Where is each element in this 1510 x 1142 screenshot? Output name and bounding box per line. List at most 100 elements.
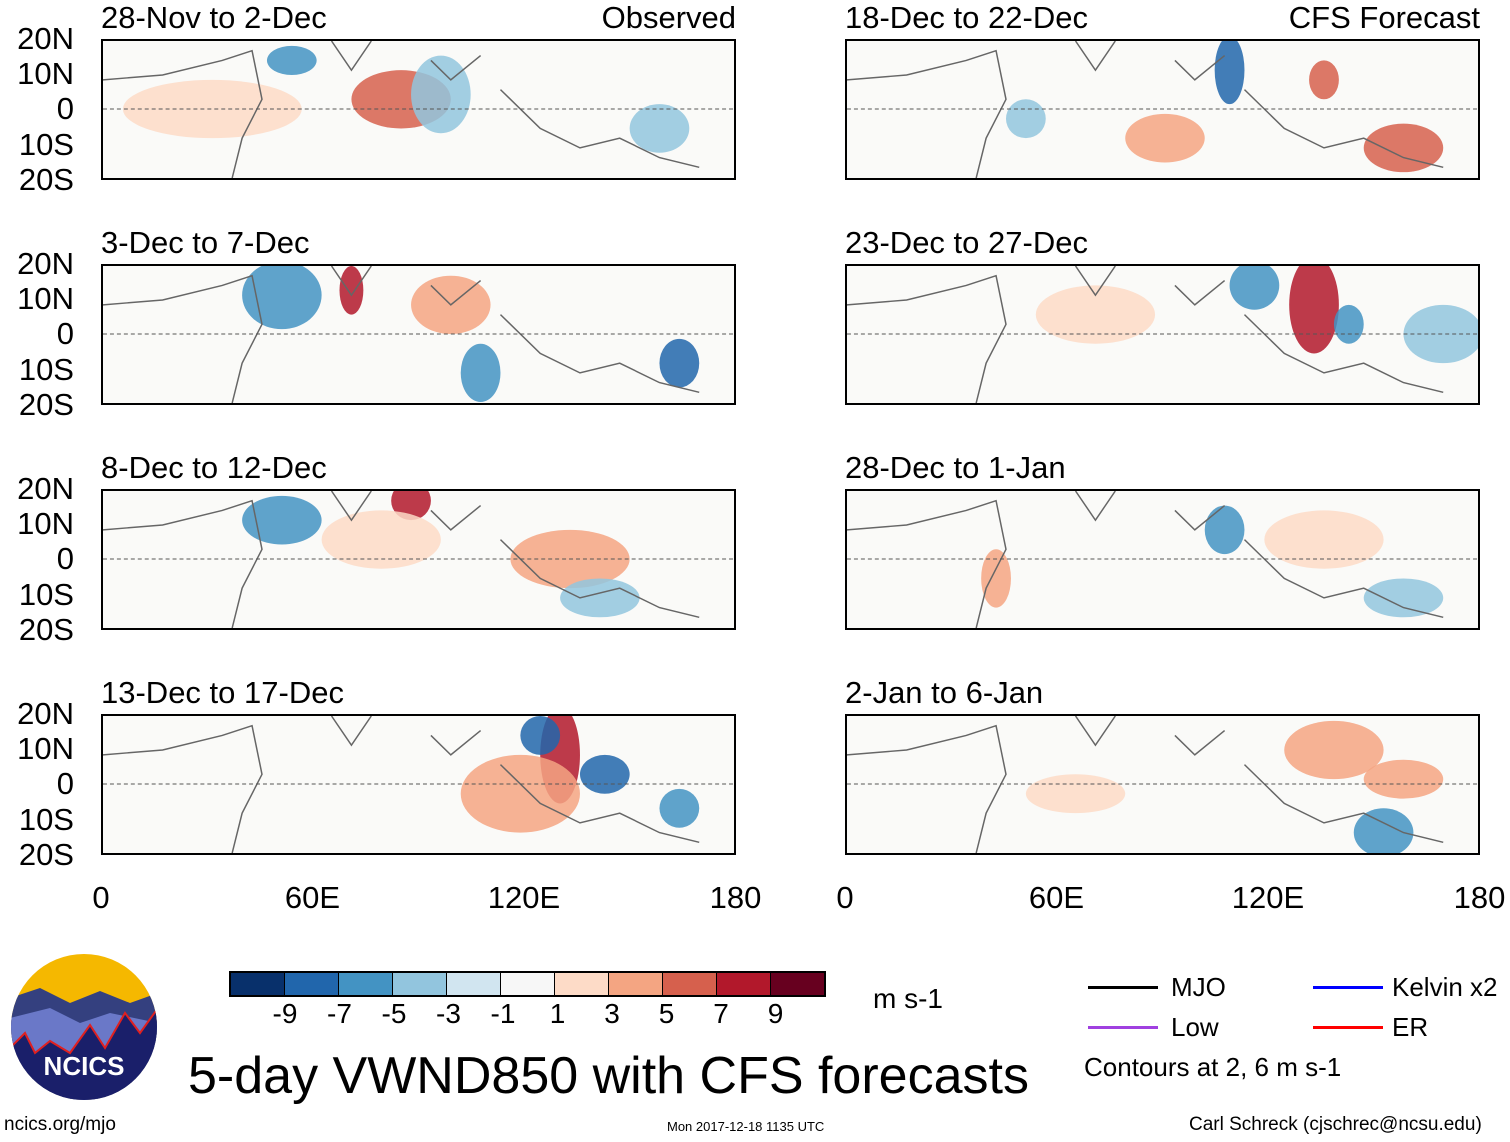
lat-label: 20N bbox=[17, 246, 74, 281]
anomaly-blob bbox=[1284, 720, 1384, 780]
lon-label: 120E bbox=[487, 880, 561, 915]
legend-line-low bbox=[1088, 1026, 1158, 1029]
anomaly-blob bbox=[1005, 99, 1046, 139]
anomaly-blob bbox=[266, 45, 317, 76]
anomaly-blob bbox=[1363, 759, 1444, 799]
map-panel bbox=[845, 39, 1480, 180]
colorbar-swatch bbox=[663, 973, 717, 995]
footer-url[interactable]: ncics.org/mjo bbox=[4, 1114, 116, 1135]
legend-line-er bbox=[1313, 1026, 1383, 1029]
lat-label: 0 bbox=[56, 766, 74, 802]
lat-label: 10S bbox=[18, 801, 74, 837]
lon-label: 180 bbox=[1453, 880, 1506, 915]
anomaly-blob bbox=[981, 549, 1011, 608]
panel-title: 28-Dec to 1-Jan bbox=[845, 450, 1066, 485]
colorbar-swatch bbox=[555, 973, 609, 995]
coastline bbox=[103, 716, 700, 853]
lat-label: 10N bbox=[17, 281, 74, 317]
colorbar-label: -3 bbox=[436, 998, 461, 1029]
panel-title: 13-Dec to 17-Dec bbox=[101, 675, 344, 710]
colorbar-label: 5 bbox=[658, 998, 675, 1029]
lat-label: 10N bbox=[17, 506, 74, 542]
lon-label: 0 bbox=[836, 880, 854, 915]
lat-label: 20N bbox=[17, 21, 74, 56]
anomaly-blob bbox=[339, 266, 364, 315]
colorbar-swatch bbox=[393, 973, 447, 995]
lon-label: 180 bbox=[709, 880, 762, 915]
ncics-logo: NCICS bbox=[10, 953, 158, 1101]
colorbar-label: -9 bbox=[272, 998, 298, 1029]
legend-line-kelvin bbox=[1313, 986, 1383, 989]
lat-label: 20S bbox=[18, 611, 74, 647]
panel-title: 8-Dec to 12-Dec bbox=[101, 450, 327, 485]
legend-label-mjo: MJO bbox=[1171, 972, 1226, 1002]
anomaly-blob bbox=[520, 716, 561, 755]
legend-label-er: ER bbox=[1392, 1012, 1429, 1042]
anomaly-blob bbox=[460, 343, 501, 403]
colorbar-swatch bbox=[771, 973, 824, 995]
map-panel bbox=[845, 489, 1480, 630]
anomaly-blob bbox=[1229, 266, 1280, 310]
colorbar-swatch bbox=[231, 973, 285, 995]
colorbar-label: -7 bbox=[327, 998, 352, 1029]
lat-label: 10N bbox=[17, 731, 74, 767]
lat-label: 10S bbox=[18, 351, 74, 387]
anomaly-blob bbox=[1035, 285, 1156, 344]
anomaly-blob bbox=[242, 495, 322, 545]
anomaly-blob bbox=[1363, 123, 1444, 173]
map-panel bbox=[101, 264, 736, 405]
anomaly-blob bbox=[1363, 578, 1444, 618]
lat-label: 20S bbox=[18, 836, 74, 872]
coastline bbox=[103, 491, 700, 628]
panel-tag: CFS Forecast bbox=[1288, 0, 1480, 35]
coastline bbox=[847, 41, 1444, 178]
colorbar-label: -1 bbox=[490, 998, 516, 1029]
colorbar-label: 1 bbox=[549, 998, 566, 1029]
map-panel bbox=[845, 714, 1480, 855]
coastline bbox=[103, 41, 700, 178]
lat-label: 20S bbox=[18, 161, 74, 197]
anomaly-blob bbox=[659, 338, 700, 388]
map-panel bbox=[845, 264, 1480, 405]
anomaly-blob bbox=[1333, 304, 1364, 344]
lat-label: 10S bbox=[18, 126, 74, 162]
lon-label: 60E bbox=[284, 880, 341, 915]
anomaly-blob bbox=[579, 754, 630, 794]
lon-label: 120E bbox=[1231, 880, 1305, 915]
anomaly-blob bbox=[629, 104, 690, 153]
lat-label: 10S bbox=[18, 576, 74, 612]
colorbar-swatch bbox=[339, 973, 393, 995]
colorbar-label: 3 bbox=[604, 998, 620, 1029]
logo-text: NCICS bbox=[44, 1051, 125, 1081]
anomaly-blob bbox=[1125, 113, 1205, 163]
colorbar-label: 7 bbox=[713, 998, 729, 1029]
legend-line-mjo bbox=[1088, 986, 1158, 989]
colorbar-swatch bbox=[609, 973, 663, 995]
anomaly-blob bbox=[1204, 505, 1245, 555]
anomaly-blob bbox=[122, 79, 302, 139]
coastline bbox=[847, 491, 1444, 628]
panel-title: 28-Nov to 2-Dec bbox=[101, 0, 327, 35]
colorbar bbox=[229, 971, 826, 997]
panel-title: 23-Dec to 27-Dec bbox=[845, 225, 1088, 260]
lat-label: 20S bbox=[18, 386, 74, 422]
colorbar-units: m s-1 bbox=[873, 983, 943, 1014]
panel-tag: Observed bbox=[601, 0, 736, 35]
coastline bbox=[103, 266, 700, 403]
coastline bbox=[847, 266, 1444, 403]
anomaly-blob bbox=[321, 510, 441, 569]
anomaly-blob bbox=[460, 754, 580, 833]
colorbar-label: 9 bbox=[767, 998, 784, 1029]
lat-label: 10N bbox=[17, 56, 74, 92]
map-panel bbox=[101, 39, 736, 180]
colorbar-swatch bbox=[447, 973, 501, 995]
anomaly-blob bbox=[1309, 60, 1339, 100]
colorbar-swatch bbox=[501, 973, 555, 995]
lon-label: 0 bbox=[92, 880, 110, 915]
lat-label: 0 bbox=[56, 541, 74, 577]
anomaly-blob bbox=[1353, 808, 1414, 853]
figure-title: 5-day VWND850 with CFS forecasts bbox=[188, 1047, 1029, 1105]
contour-note: Contours at 2, 6 m s-1 bbox=[1084, 1052, 1342, 1082]
anomaly-blob bbox=[1214, 41, 1245, 105]
coastline bbox=[847, 716, 1444, 853]
